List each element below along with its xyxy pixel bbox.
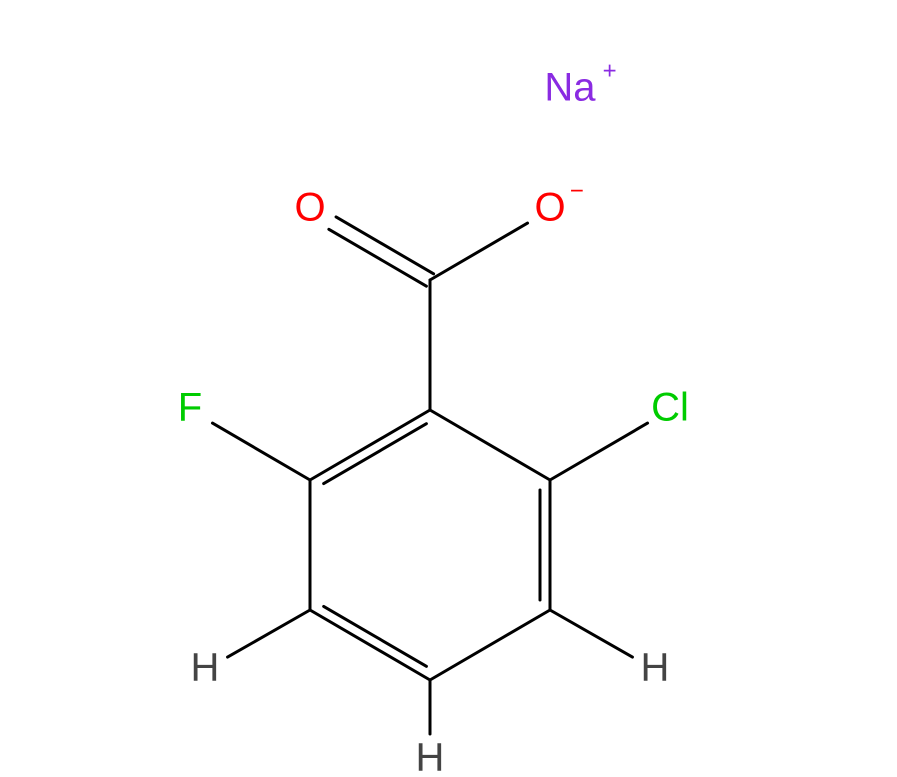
svg-text:O: O — [534, 186, 565, 230]
svg-text:H: H — [641, 646, 670, 690]
molecule-diagram: OO−ClFHHHNa+ — [0, 0, 897, 777]
atom-O2: O− — [534, 177, 583, 229]
atom-F: F — [178, 386, 202, 430]
atom-Cl: Cl — [651, 386, 689, 430]
svg-text:−: − — [570, 177, 584, 204]
atom-Na: Na + — [544, 57, 616, 109]
svg-text:+: + — [603, 57, 617, 84]
svg-text:F: F — [178, 386, 202, 430]
svg-text:O: O — [294, 186, 325, 230]
atom-H5: H — [191, 646, 220, 690]
atom-H3: H — [641, 646, 670, 690]
svg-text:Cl: Cl — [651, 386, 689, 430]
atom-O1: O — [294, 186, 325, 230]
svg-text:Na: Na — [544, 66, 596, 110]
atom-H4: H — [416, 736, 445, 777]
svg-text:H: H — [191, 646, 220, 690]
svg-text:H: H — [416, 736, 445, 777]
